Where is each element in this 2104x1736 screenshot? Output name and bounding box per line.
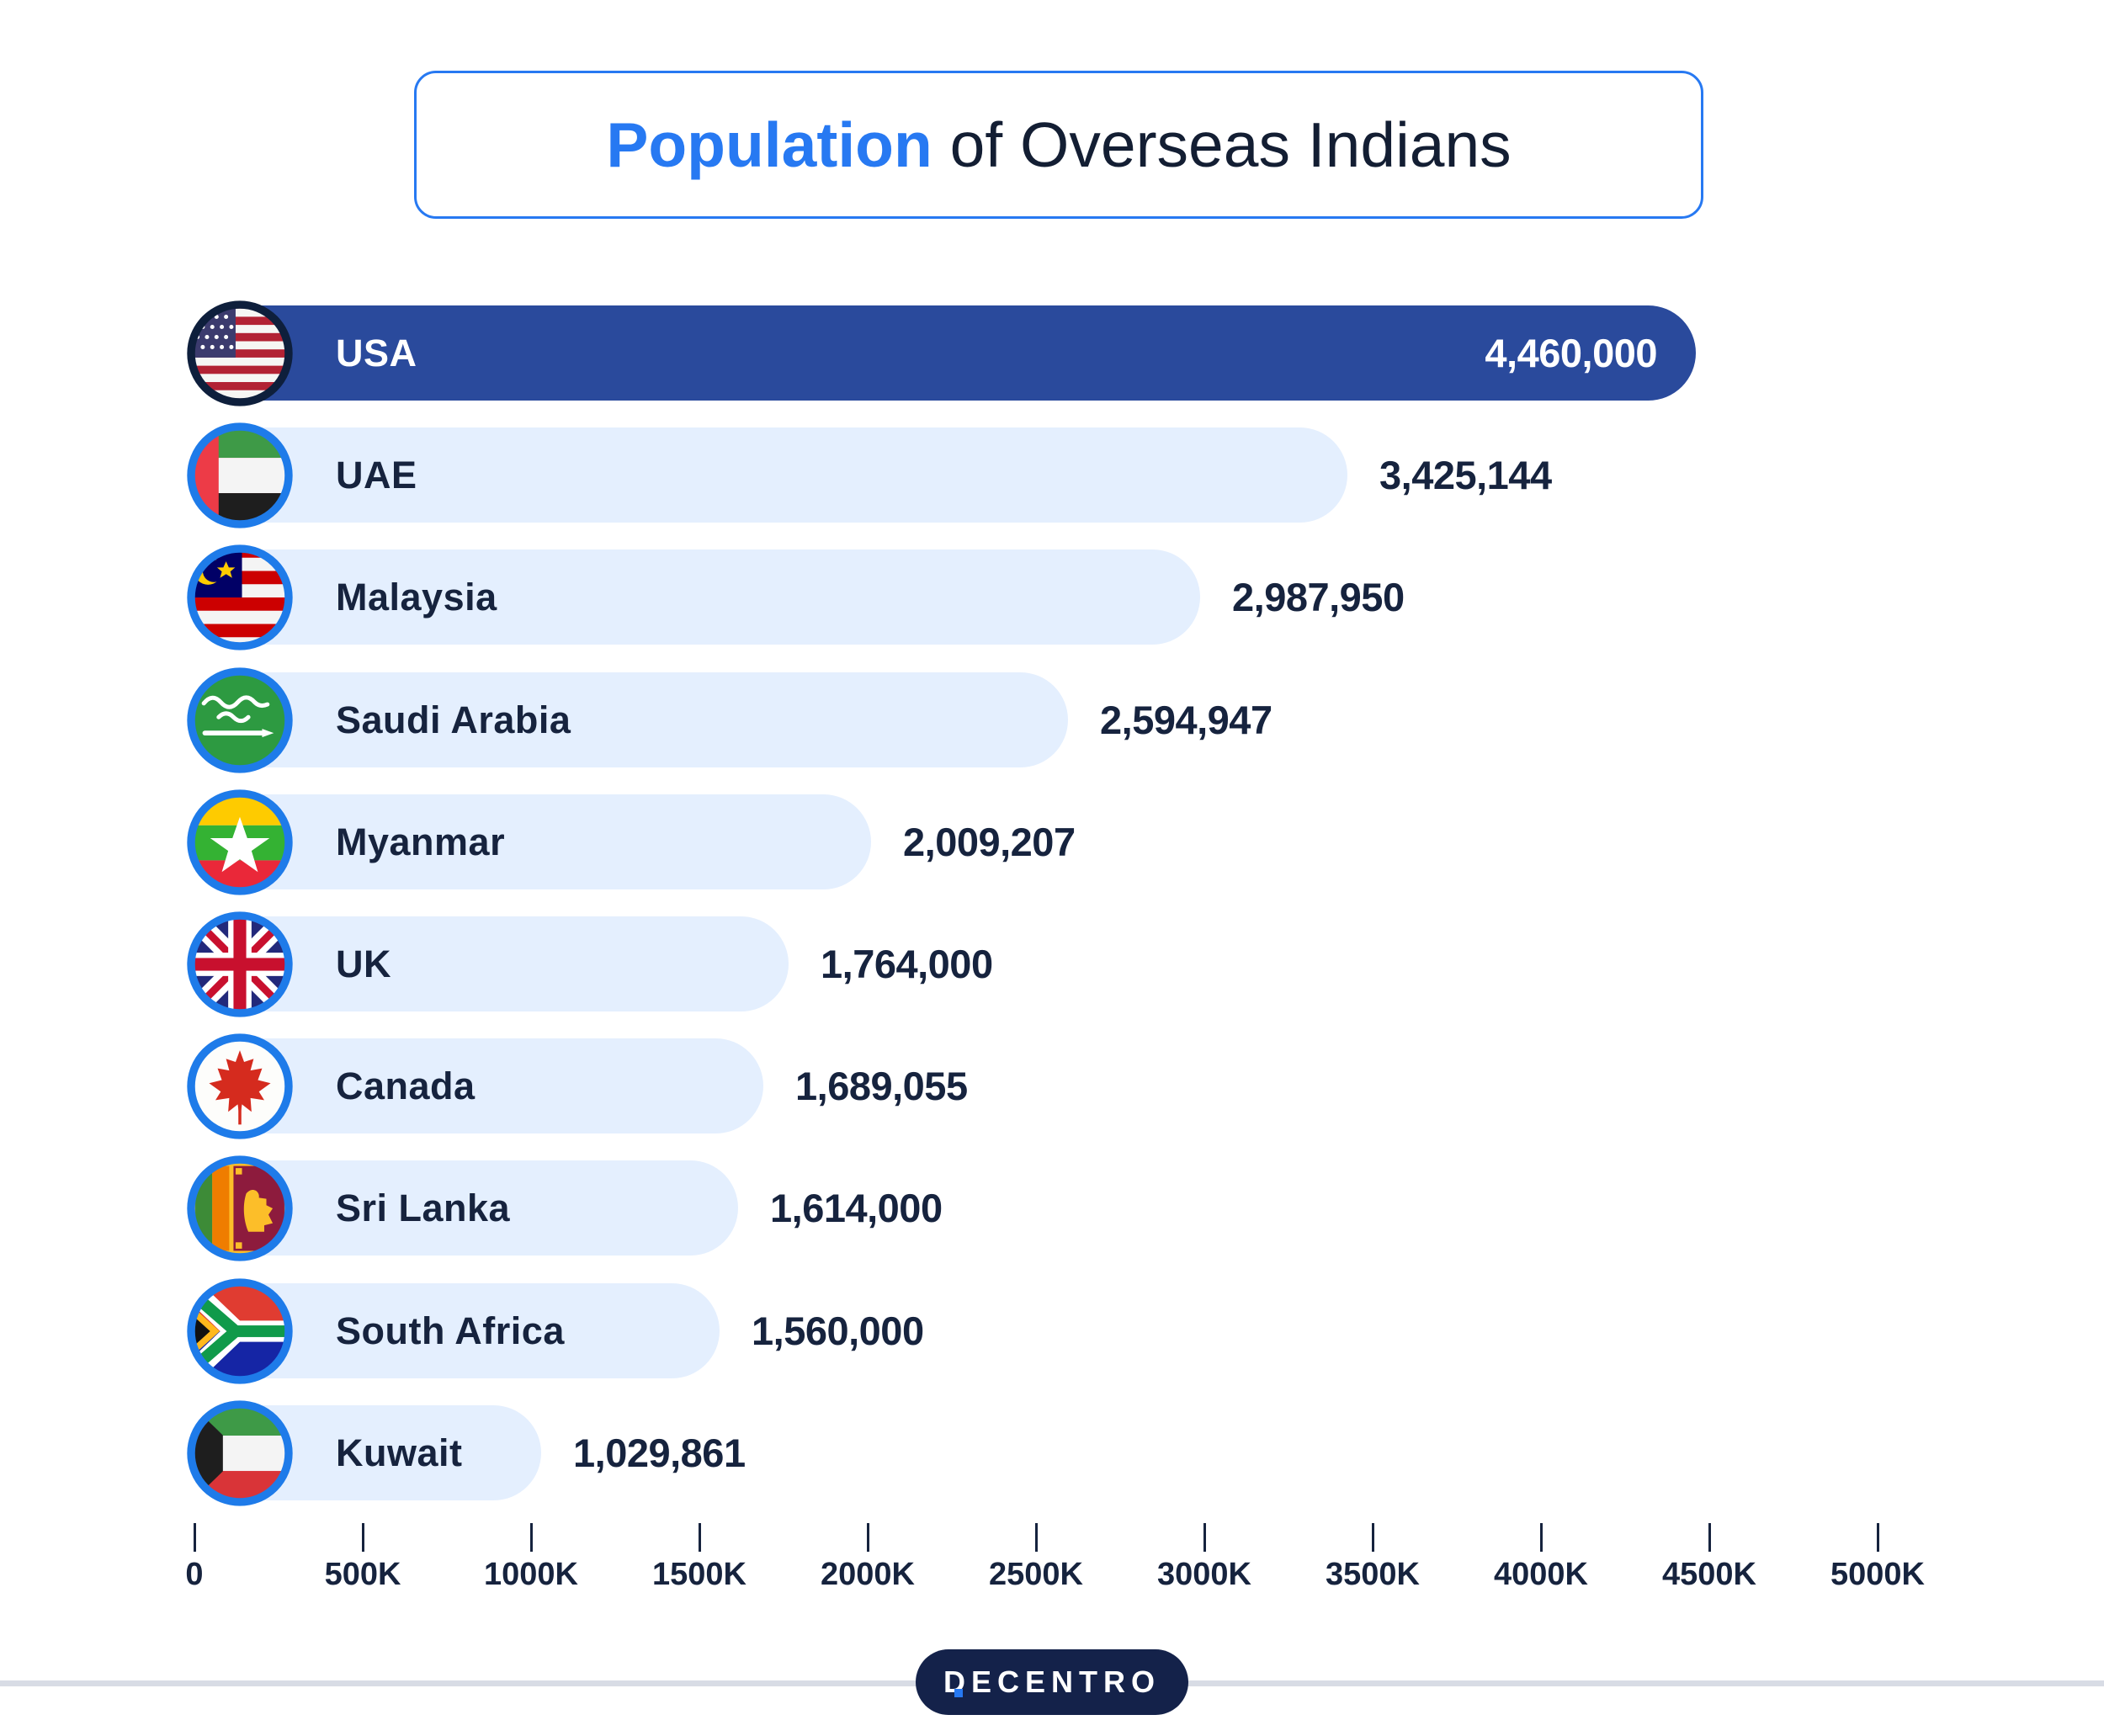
axis-tick-label: 2000K bbox=[821, 1557, 915, 1592]
axis-tick-label: 4000K bbox=[1494, 1557, 1588, 1592]
sri-lanka-flag-icon bbox=[187, 1155, 293, 1261]
country-label: USA bbox=[336, 332, 417, 374]
axis-tick-label: 4500K bbox=[1662, 1557, 1756, 1592]
usa-flag-icon bbox=[187, 300, 293, 406]
axis-tick-mark bbox=[1876, 1523, 1879, 1552]
axis-tick-mark bbox=[1708, 1523, 1711, 1552]
brand-pill: DECENTRO bbox=[916, 1649, 1188, 1715]
table-row: UAE 3,425,144 bbox=[0, 422, 2104, 528]
title-rest: of Overseas Indians bbox=[932, 109, 1512, 180]
table-row: USA 4,460,000 bbox=[0, 300, 2104, 406]
country-label: Saudi Arabia bbox=[336, 698, 571, 741]
axis-tick-mark bbox=[1203, 1523, 1206, 1552]
country-label: Myanmar bbox=[336, 820, 506, 863]
brand-logo: DECENTRO bbox=[943, 1664, 1161, 1699]
country-label: Sri Lanka bbox=[336, 1187, 511, 1229]
chart-title-box: Population of Overseas Indians bbox=[414, 71, 1703, 219]
axis-tick-label: 500K bbox=[324, 1557, 401, 1592]
kuwait-flag-icon bbox=[187, 1400, 293, 1506]
canada-flag-icon bbox=[187, 1033, 293, 1139]
axis-tick-label: 0 bbox=[185, 1557, 204, 1592]
axis-tick-mark bbox=[698, 1523, 701, 1552]
page-title: Population of Overseas Indians bbox=[606, 113, 1511, 177]
malaysia-flag-icon bbox=[187, 544, 293, 650]
population-bar bbox=[194, 794, 871, 889]
table-row: UK 1,764,000 bbox=[0, 911, 2104, 1017]
axis-tick-mark bbox=[1034, 1523, 1038, 1552]
population-value: 2,009,207 bbox=[903, 820, 1076, 864]
south-africa-flag-icon bbox=[187, 1278, 293, 1384]
country-label: Canada bbox=[336, 1064, 476, 1107]
axis-tick-label: 3500K bbox=[1326, 1557, 1420, 1592]
axis-tick-mark bbox=[866, 1523, 869, 1552]
population-value: 2,594,947 bbox=[1100, 698, 1272, 742]
population-value: 1,029,861 bbox=[573, 1431, 746, 1475]
title-highlight: Population bbox=[606, 109, 932, 180]
population-value: 1,614,000 bbox=[770, 1186, 943, 1230]
population-bar bbox=[194, 305, 1696, 401]
table-row: Kuwait 1,029,861 bbox=[0, 1400, 2104, 1506]
axis-tick-label: 2500K bbox=[989, 1557, 1083, 1592]
population-value: 4,460,000 bbox=[1485, 331, 1657, 375]
population-bar bbox=[194, 427, 1347, 523]
logo-dot bbox=[954, 1689, 963, 1697]
population-value: 1,689,055 bbox=[795, 1064, 968, 1108]
population-value: 1,560,000 bbox=[752, 1309, 924, 1353]
axis-tick-mark bbox=[1371, 1523, 1374, 1552]
country-label: UK bbox=[336, 942, 391, 985]
axis-tick-label: 5000K bbox=[1830, 1557, 1925, 1592]
saudi-arabia-flag-icon bbox=[187, 667, 293, 773]
country-label: UAE bbox=[336, 454, 417, 496]
country-label: South Africa bbox=[336, 1309, 565, 1352]
myanmar-flag-icon bbox=[187, 789, 293, 895]
population-value: 1,764,000 bbox=[821, 942, 993, 986]
table-row: Myanmar 2,009,207 bbox=[0, 789, 2104, 895]
axis-tick-label: 1000K bbox=[484, 1557, 578, 1592]
population-bar bbox=[194, 672, 1068, 767]
population-bar bbox=[194, 916, 789, 1011]
country-label: Malaysia bbox=[336, 576, 497, 618]
population-value: 2,987,950 bbox=[1232, 575, 1405, 619]
table-row: South Africa 1,560,000 bbox=[0, 1278, 2104, 1384]
table-row: Malaysia 2,987,950 bbox=[0, 544, 2104, 650]
table-row: Sri Lanka 1,614,000 bbox=[0, 1155, 2104, 1261]
uk-flag-icon bbox=[187, 911, 293, 1017]
table-row: Saudi Arabia 2,594,947 bbox=[0, 667, 2104, 773]
table-row: Canada 1,689,055 bbox=[0, 1033, 2104, 1139]
uae-flag-icon bbox=[187, 422, 293, 528]
axis-tick-label: 1500K bbox=[652, 1557, 746, 1592]
axis-tick-label: 3000K bbox=[1157, 1557, 1251, 1592]
axis-tick-mark bbox=[361, 1523, 364, 1552]
country-label: Kuwait bbox=[336, 1431, 463, 1474]
population-value: 3,425,144 bbox=[1379, 453, 1552, 497]
axis-tick-mark bbox=[193, 1523, 196, 1552]
population-bar bbox=[194, 549, 1200, 645]
axis-tick-mark bbox=[529, 1523, 533, 1552]
axis-tick-mark bbox=[1539, 1523, 1543, 1552]
